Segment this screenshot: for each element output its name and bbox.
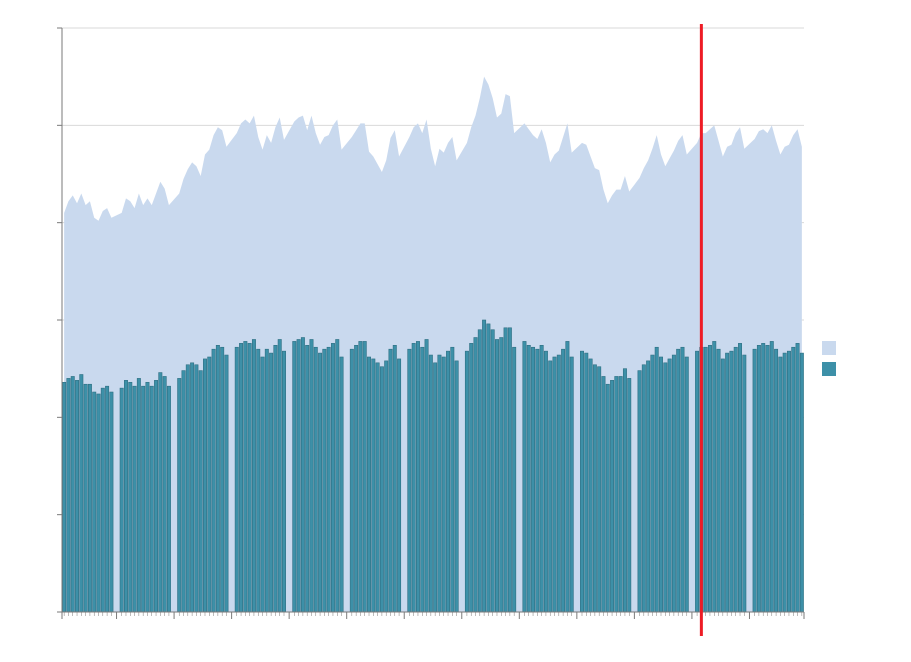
legend bbox=[822, 340, 842, 382]
legend-item bbox=[822, 361, 842, 376]
legend-swatch bbox=[822, 341, 836, 355]
combo-chart bbox=[0, 0, 911, 662]
chart-svg bbox=[0, 0, 911, 662]
legend-swatch bbox=[822, 362, 836, 376]
legend-item bbox=[822, 340, 842, 355]
